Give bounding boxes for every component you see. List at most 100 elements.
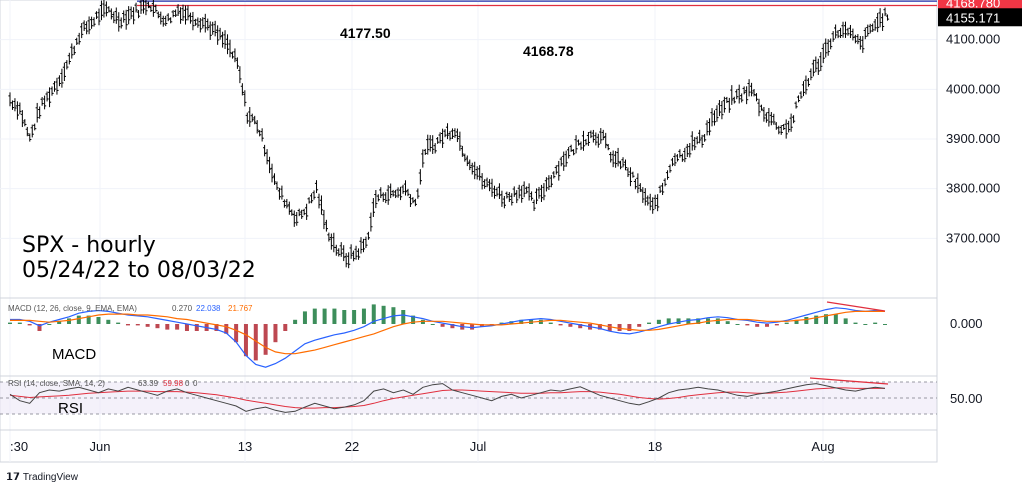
- macd-histogram-bar: [411, 315, 416, 324]
- chart-subtitle: 05/24/22 to 08/03/22: [22, 258, 256, 283]
- macd-axis-tick: 0.000: [950, 316, 983, 331]
- tradingview-wordmark: TradingView: [22, 472, 78, 483]
- macd-histogram-bar: [853, 322, 858, 324]
- macd-histogram-bar: [843, 318, 848, 324]
- price-axis[interactable]: 3700.000 3800.000 3900.000 4000.000 4100.000…: [938, 0, 1022, 406]
- macd-histogram-bar: [263, 324, 268, 355]
- level-label-4168: 4168.78: [523, 43, 574, 59]
- time-tick-label: Jun: [90, 439, 111, 454]
- macd-histogram-bar: [519, 319, 524, 324]
- macd-histogram-bar: [548, 322, 553, 324]
- price-tag-4168: [938, 0, 1022, 12]
- price-tag-4155: [938, 8, 1022, 27]
- macd-histogram-bar: [27, 324, 32, 326]
- macd-histogram-bar: [214, 324, 219, 331]
- price-bars: [8, 0, 890, 269]
- macd-histogram-bar: [765, 324, 770, 327]
- macd-histogram-bar: [686, 318, 691, 324]
- macd-histogram-bar: [66, 318, 71, 324]
- macd-legend: MACD (12, 26, close, 9, EMA, EMA): [8, 304, 137, 313]
- macd-histogram-bar: [676, 318, 681, 324]
- macd-histogram-bar: [597, 324, 602, 330]
- macd-histogram-bar: [273, 324, 278, 343]
- macd-histogram-bar: [696, 318, 701, 324]
- macd-histogram-bar: [794, 319, 799, 324]
- macd-histogram-bar: [656, 319, 661, 324]
- price-tick-label: 3800.000: [946, 181, 1000, 196]
- macd-histogram-bar: [774, 324, 779, 326]
- macd-histogram-bar: [145, 324, 150, 327]
- horizontal-levels[interactable]: [137, 0, 937, 7]
- macd-histogram-bar: [450, 324, 455, 329]
- rsi-label: RSI: [58, 400, 83, 417]
- macd-histogram-bar: [883, 324, 887, 325]
- price-tick-label: 3700.000: [946, 230, 1000, 245]
- macd-histogram-bar: [735, 324, 740, 325]
- tradingview-logo[interactable]: 𝟭𝟳 TradingView: [6, 472, 78, 483]
- rsi-value-1: 59.98: [163, 379, 184, 388]
- time-axis[interactable]: :30 Jun 13 22 Jul 18 Aug: [10, 439, 835, 454]
- price-tick-label: 4100.000: [946, 32, 1000, 47]
- macd-histogram-bar: [873, 322, 878, 324]
- macd-histogram-bar: [578, 324, 583, 329]
- macd-histogram-bar: [76, 315, 81, 324]
- macd-histogram-bar: [824, 314, 829, 324]
- macd-histogram-bar: [224, 324, 229, 334]
- time-tick-label: 22: [345, 439, 359, 454]
- macd-value-0: 0.270: [172, 304, 193, 313]
- macd-histogram-bar: [666, 318, 671, 324]
- macd-divergence-line: [826, 301, 886, 312]
- price-tag-4168-text: 4168.780: [946, 0, 1000, 11]
- macd-pane: [8, 301, 887, 368]
- macd-histogram-bar: [135, 324, 140, 326]
- macd-histogram-bar: [637, 324, 642, 327]
- macd-histogram-bar: [863, 324, 868, 325]
- macd-value-1: 22.038: [196, 304, 221, 313]
- macd-histogram-bar: [617, 324, 622, 331]
- macd-histogram-bar: [96, 317, 101, 324]
- macd-histogram-bar: [283, 324, 288, 331]
- macd-histogram-bar: [745, 324, 750, 326]
- macd-histogram-bar: [470, 324, 475, 330]
- price-tick-label: 4000.000: [946, 81, 1000, 96]
- rsi-value-3: 0: [193, 379, 198, 388]
- macd-histogram-bar: [17, 322, 22, 324]
- rsi-ma-line: [9, 387, 885, 409]
- macd-histogram-bar: [627, 324, 632, 331]
- macd-histogram-bar: [440, 324, 445, 327]
- price-tick-label: 3900.000: [946, 131, 1000, 146]
- time-tick-label: 18: [648, 439, 662, 454]
- macd-histogram-bar: [332, 308, 337, 324]
- macd-histogram-bar: [401, 310, 406, 324]
- macd-histogram-bar: [804, 317, 809, 324]
- macd-histogram-bar: [47, 324, 52, 325]
- macd-histogram-bar: [381, 305, 386, 324]
- macd-histogram-bar: [125, 324, 130, 326]
- chart-title: SPX - hourly: [22, 233, 156, 258]
- macd-histogram-bar: [312, 308, 317, 324]
- level-label-4177: 4177.50: [340, 25, 391, 41]
- macd-histogram-bar: [155, 324, 160, 329]
- macd-histogram-bar: [371, 304, 376, 324]
- macd-histogram-bar: [607, 324, 612, 331]
- rsi-value-2: 0: [185, 379, 190, 388]
- macd-histogram-bar: [352, 310, 357, 324]
- macd-histogram-bar: [784, 322, 789, 324]
- time-tick-label: Jul: [470, 439, 487, 454]
- macd-histogram-bar: [57, 321, 62, 324]
- rsi-legend: RSI (14, close, SMA, 14, 2): [8, 379, 105, 388]
- macd-label: MACD: [52, 346, 96, 363]
- macd-histogram-bar: [175, 324, 180, 330]
- rsi-pane: [0, 377, 937, 415]
- rsi-value-0: 63.39: [138, 379, 159, 388]
- time-tick-label: Aug: [811, 439, 834, 454]
- macd-histogram-bar: [647, 322, 652, 324]
- tradingview-logo-icon: 𝟭𝟳: [6, 472, 20, 483]
- macd-histogram-bar: [361, 308, 366, 324]
- macd-histogram-bar: [755, 324, 760, 327]
- macd-histogram-bar: [234, 324, 239, 343]
- macd-histogram-bar: [184, 324, 189, 331]
- macd-histogram-bar: [243, 324, 248, 357]
- macd-histogram-bar: [293, 319, 298, 324]
